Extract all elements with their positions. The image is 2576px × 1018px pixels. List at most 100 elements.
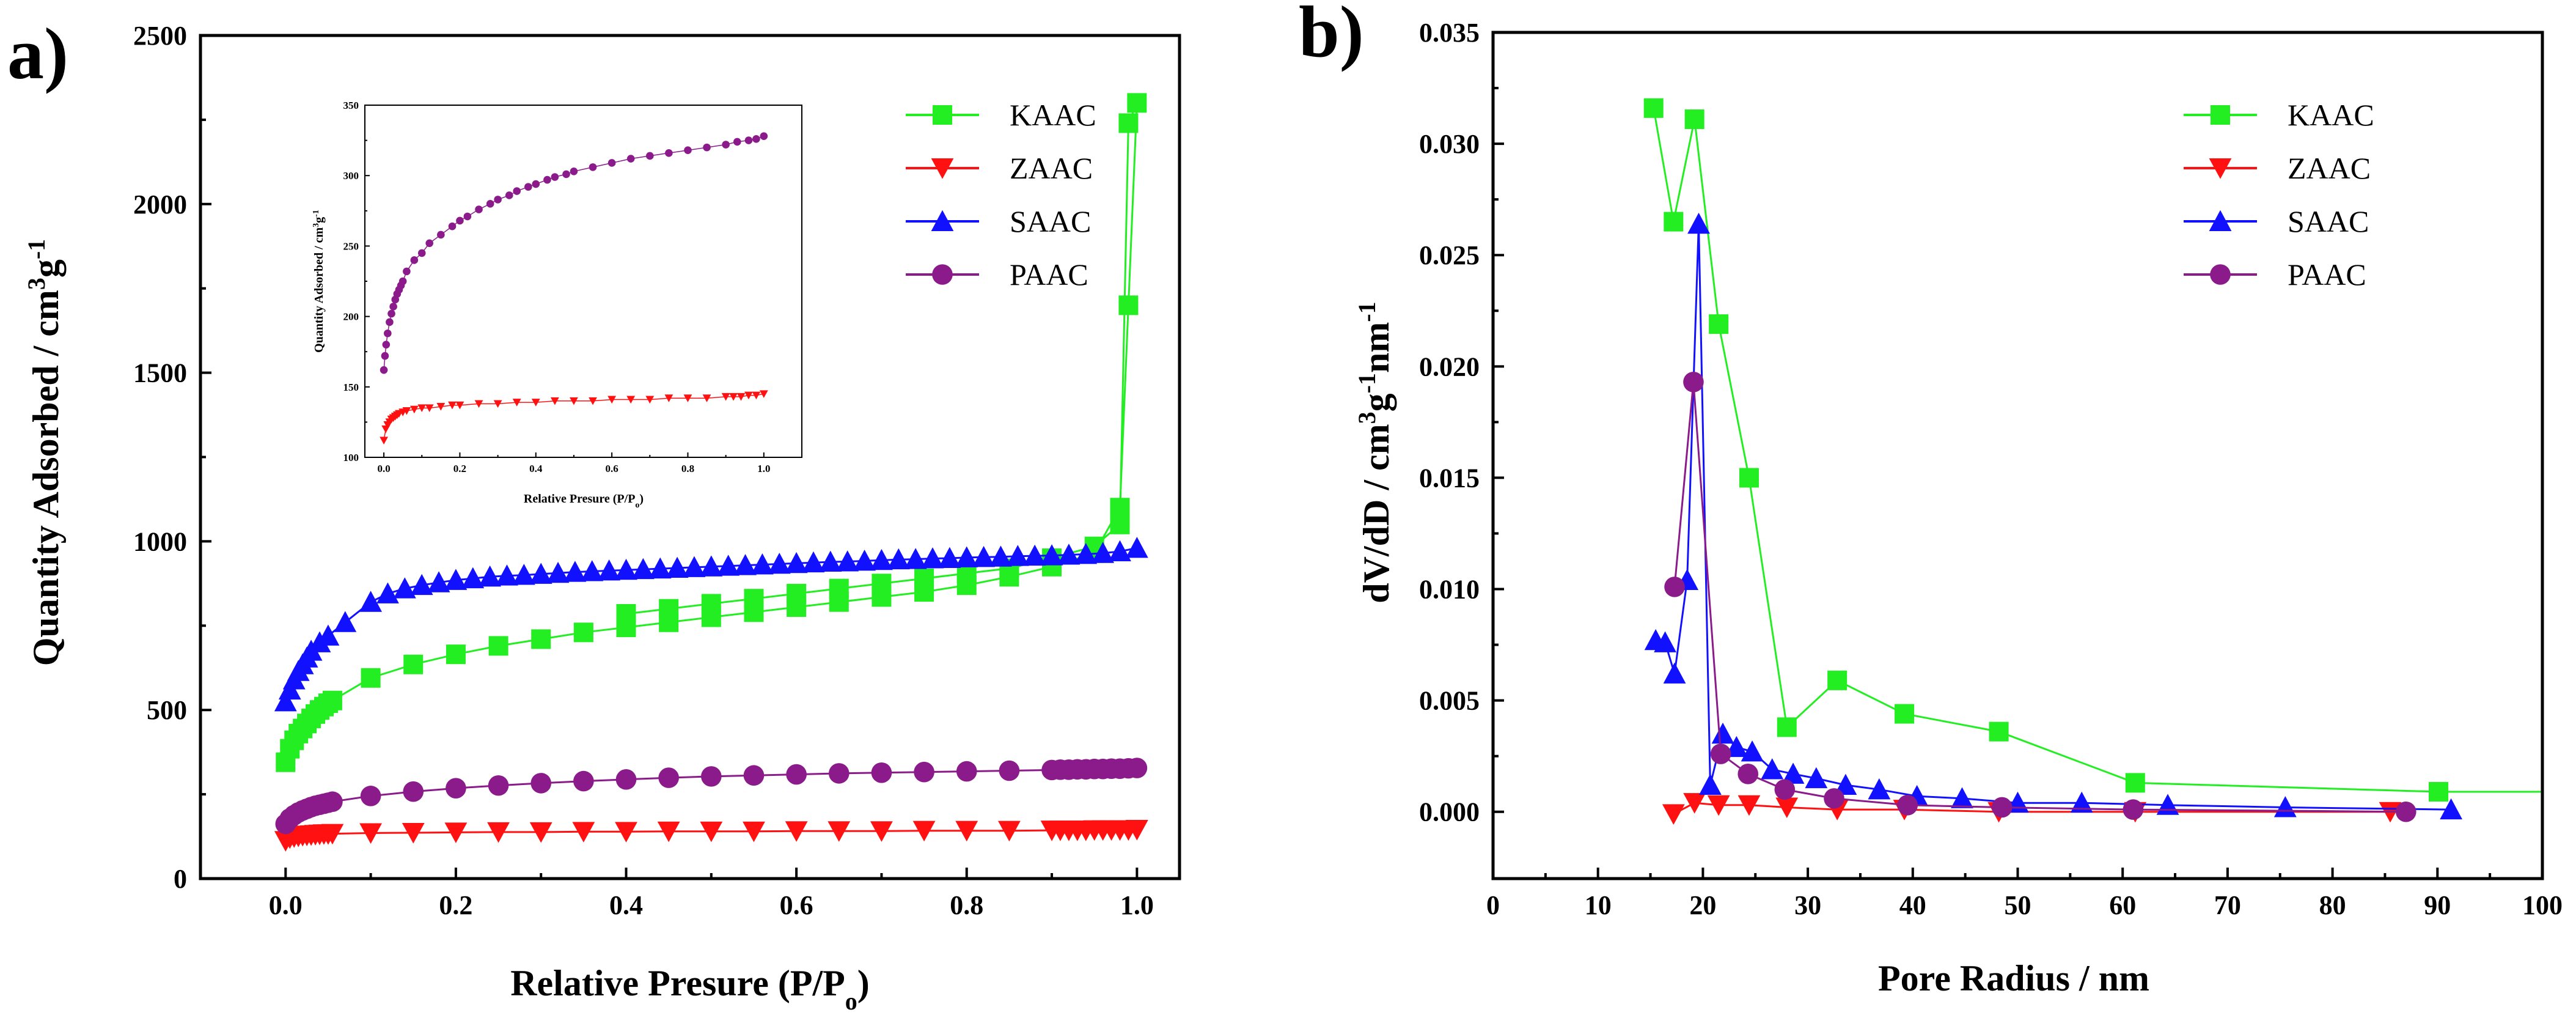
inset-point-zaac bbox=[645, 396, 655, 404]
panel-b-ytick-label: 0.020 bbox=[1419, 352, 1480, 382]
panel-b-xlabel: Pore Radius / nm bbox=[1878, 958, 2149, 998]
panel-a-point-saac bbox=[479, 565, 502, 587]
panel-b-point-paac bbox=[2395, 801, 2416, 822]
panel-a-legend-label-zaac: ZAAC bbox=[1010, 151, 1093, 185]
panel-a-point-saac bbox=[717, 555, 740, 576]
panel-b-legend-marker-saac bbox=[2209, 210, 2232, 231]
panel-b-point-saac bbox=[1834, 773, 1857, 795]
panel-a-point-kaac bbox=[488, 636, 508, 656]
panel-a-legend-label-kaac: KAAC bbox=[1010, 98, 1096, 132]
panel-a-point-paac bbox=[658, 767, 679, 788]
inset-point-paac bbox=[387, 309, 395, 318]
panel-a-point-zaac bbox=[615, 822, 637, 843]
panel-a-point-paac bbox=[956, 761, 977, 782]
inset-point-paac bbox=[448, 222, 457, 231]
panel-b-point-kaac bbox=[2429, 781, 2449, 802]
panel-b-ticks: 0 10 20 30 40 50 60 70 80 90 100 0.000 0.005 0.010 0.0… bbox=[1419, 18, 2563, 920]
panel-b-point-paac bbox=[1991, 797, 2013, 818]
panel-a-point-saac bbox=[768, 552, 791, 574]
panel-a-point-paac bbox=[530, 773, 552, 794]
inset-point-paac bbox=[703, 143, 711, 152]
panel-b-point-zaac bbox=[1683, 793, 1706, 814]
panel-b-xtick-label: 20 bbox=[1689, 890, 1716, 920]
panel-b-point-saac bbox=[2440, 798, 2463, 820]
panel-b-point-saac bbox=[1687, 212, 1710, 234]
inset-point-zaac bbox=[402, 407, 411, 415]
panel-a-point-paac bbox=[446, 778, 466, 799]
inset-xtick-label: 0.4 bbox=[529, 463, 543, 474]
inset-point-paac bbox=[524, 183, 532, 191]
inset-point-zaac bbox=[409, 405, 419, 414]
panel-b-legend-marker-kaac bbox=[2211, 105, 2230, 125]
inset-plot-area bbox=[380, 132, 768, 444]
inset-point-paac bbox=[382, 341, 391, 349]
panel-b-legend-label-kaac: KAAC bbox=[2288, 98, 2374, 132]
inset-point-zaac bbox=[436, 403, 446, 411]
panel-a-point-kaac bbox=[361, 668, 381, 688]
inset-point-zaac bbox=[550, 397, 559, 405]
panel-a-point-kaac bbox=[914, 569, 934, 589]
panel-a-point-saac bbox=[648, 557, 672, 579]
panel-a-ytick-label: 500 bbox=[147, 695, 187, 725]
panel-a-point-saac bbox=[904, 548, 927, 569]
panel-b-xtick-label: 0 bbox=[1486, 890, 1500, 920]
panel-b-point-paac bbox=[1774, 779, 1796, 800]
panel-a-point-saac bbox=[921, 547, 944, 569]
panel-a-legend-marker-paac bbox=[932, 264, 953, 285]
panel-b-series-paac bbox=[1664, 372, 2416, 822]
panel-b-point-kaac bbox=[2125, 773, 2145, 793]
inset-point-paac bbox=[513, 187, 521, 195]
panel-a-point-saac bbox=[819, 550, 842, 572]
panel-b-point-saac bbox=[1725, 736, 1748, 758]
inset-xtick-label: 1.0 bbox=[757, 463, 770, 474]
inset-ticks: 0.0 0.2 0.4 0.6 0.8 1.0 100 150 200 250 300 350 bbox=[343, 100, 771, 474]
panel-a-point-zaac bbox=[359, 823, 383, 844]
inset-point-zaac bbox=[664, 394, 673, 402]
panel-a-point-saac bbox=[393, 577, 416, 599]
panel-a-point-zaac bbox=[657, 821, 680, 843]
panel-a-point-saac bbox=[546, 561, 570, 583]
inset-point-paac bbox=[398, 277, 407, 286]
panel-b-line-paac bbox=[1673, 382, 2406, 813]
panel-a-point-saac bbox=[529, 562, 552, 584]
panel-b-point-paac bbox=[2123, 799, 2144, 820]
panel-a-ytick-label: 1000 bbox=[133, 526, 187, 556]
panel-b-series-kaac bbox=[1643, 98, 2542, 802]
panel-b-xtick-label: 90 bbox=[2424, 890, 2451, 920]
inset-ytick-label: 100 bbox=[343, 452, 359, 463]
panel-b-point-saac bbox=[1761, 758, 1784, 780]
panel-a-xtick-label: 0.6 bbox=[780, 890, 813, 920]
panel-a-point-kaac bbox=[1110, 498, 1130, 518]
panel-b-ytick-label: 0.000 bbox=[1419, 797, 1480, 827]
panel-b-point-paac bbox=[1683, 372, 1704, 393]
panel-a-legend-label-paac: PAAC bbox=[1010, 257, 1088, 292]
panel-a-label: a) bbox=[7, 13, 68, 94]
panel-a-xtick-label: 0.8 bbox=[950, 890, 983, 920]
panel-b-point-paac bbox=[1824, 788, 1844, 809]
panel-b-point-kaac bbox=[1709, 314, 1729, 334]
panel-b-point-saac bbox=[1951, 787, 1973, 808]
panel-a-point-saac bbox=[1125, 537, 1148, 558]
panel-a-point-saac bbox=[938, 547, 961, 568]
panel-a-point-saac bbox=[427, 571, 450, 592]
panel-b-point-kaac bbox=[1664, 212, 1684, 232]
inset-background bbox=[365, 105, 802, 457]
panel-b-legend: KAAC ZAAC SAAC PAAC bbox=[2184, 98, 2374, 292]
panel-b-point-paac bbox=[1738, 764, 1759, 784]
panel-a-point-saac bbox=[334, 611, 357, 632]
inset-point-paac bbox=[425, 239, 433, 248]
inset-point-paac bbox=[384, 329, 392, 337]
panel-a-point-zaac bbox=[785, 821, 808, 842]
inset-point-zaac bbox=[455, 401, 464, 410]
inset-point-paac bbox=[532, 180, 540, 188]
panel-b-legend-label-saac: SAAC bbox=[2288, 204, 2369, 238]
inset-ytick-label: 350 bbox=[343, 100, 359, 111]
panel-a-point-saac bbox=[1023, 544, 1046, 566]
inset-point-paac bbox=[744, 136, 753, 144]
panel-b-ytick-label: 0.025 bbox=[1419, 240, 1480, 270]
panel-a-point-kaac bbox=[616, 603, 636, 624]
panel-a-point-paac bbox=[1126, 758, 1148, 778]
inset-point-paac bbox=[456, 216, 464, 225]
panel-a-xtick-label: 0.0 bbox=[269, 890, 303, 920]
panel-b-point-saac bbox=[1741, 740, 1764, 762]
